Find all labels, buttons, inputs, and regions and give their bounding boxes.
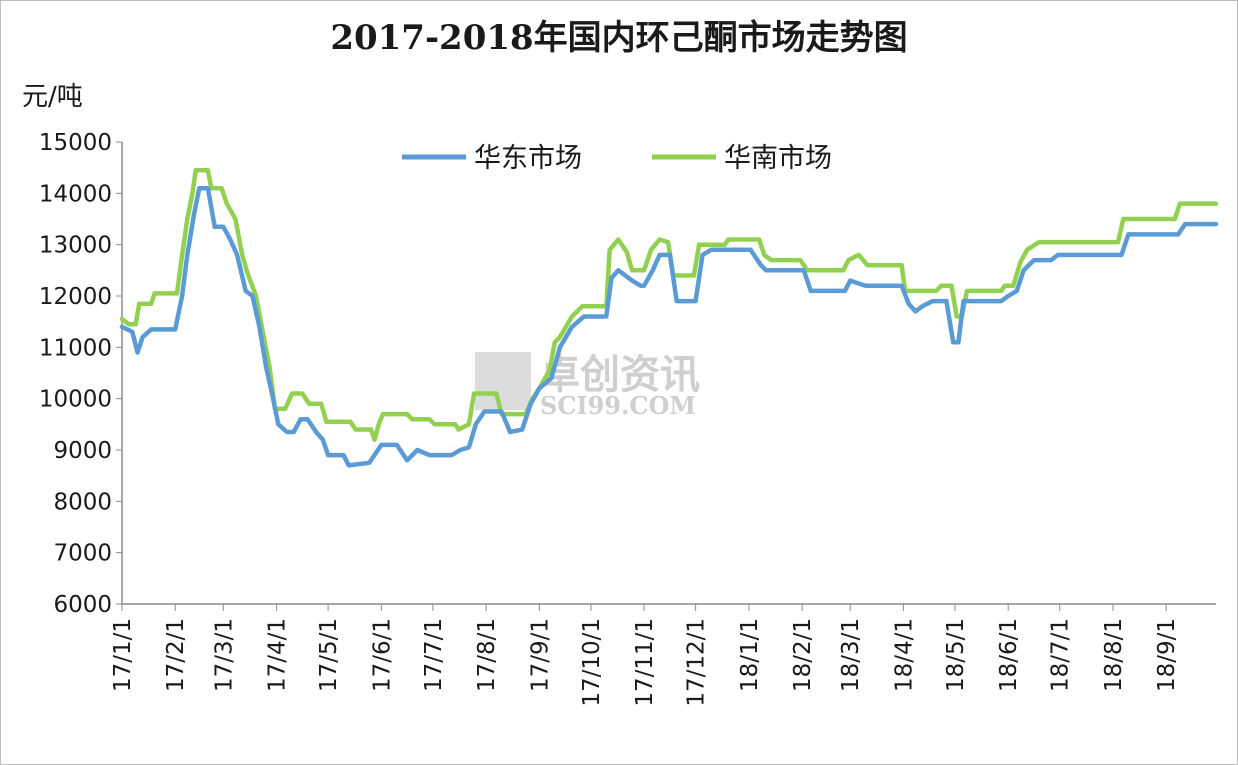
x-tick-label: 17/8/1 [474, 618, 500, 692]
y-axis-unit-label: 元/吨 [22, 82, 83, 112]
y-tick-label: 10000 [39, 387, 112, 413]
x-tick-label: 17/10/1 [579, 618, 605, 707]
y-tick-label: 11000 [39, 335, 112, 361]
series-layer [119, 167, 1219, 468]
legend-label: 华东市场 [474, 143, 582, 174]
legend-label: 华南市场 [724, 143, 832, 174]
x-tick-label: 18/2/1 [790, 618, 816, 692]
series-line [119, 167, 1219, 442]
x-tick-label: 17/7/1 [421, 618, 447, 692]
x-tick-label: 18/8/1 [1101, 618, 1127, 692]
y-tick-label: 8000 [53, 489, 112, 515]
series-line [119, 185, 1219, 468]
watermark-cn: 卓创资讯 [540, 352, 700, 398]
y-tick-label: 7000 [53, 541, 112, 567]
y-tick-label: 14000 [39, 181, 112, 207]
axes [121, 142, 1216, 605]
x-tick-label: 18/4/1 [891, 618, 917, 692]
y-tick-label: 12000 [39, 284, 112, 310]
watermark-en: SCI99.COM [540, 391, 696, 420]
legend: 华东市场 华南市场 [402, 143, 832, 174]
x-tick-label: 17/5/1 [316, 618, 342, 692]
x-tick-label: 18/1/1 [737, 618, 763, 692]
x-tick-label: 18/5/1 [943, 618, 969, 692]
x-tick-label: 17/3/1 [211, 618, 237, 692]
x-tick-label: 18/3/1 [838, 618, 864, 692]
x-tick-label: 18/7/1 [1048, 618, 1074, 692]
y-tick-label: 15000 [39, 130, 112, 156]
x-tick-label: 17/9/1 [527, 618, 553, 692]
x-tick-label: 17/2/1 [163, 618, 189, 692]
y-tick-label: 13000 [39, 233, 112, 259]
x-tick-label: 17/12/1 [684, 618, 710, 707]
x-tick-label: 17/1/1 [110, 618, 136, 692]
x-tick-label: 17/11/1 [632, 618, 658, 707]
watermark: 卓创资讯 SCI99.COM [475, 352, 700, 420]
x-tick-label: 17/6/1 [369, 618, 395, 692]
x-tick-label: 18/6/1 [996, 618, 1022, 692]
y-tick-label: 6000 [53, 592, 112, 618]
x-tick-label: 17/4/1 [265, 618, 291, 692]
x-tick-label: 18/9/1 [1154, 618, 1180, 692]
chart-title: 2017-2018年国内环己酮市场走势图 [330, 18, 908, 58]
x-axis-ticks: 17/1/1 17/2/1 17/3/1 17/4/1 17/5/1 17/6/1 17/7… [110, 604, 1180, 707]
watermark-logo-icon [475, 352, 531, 410]
y-axis-ticks: 6000 7000 8000 9000 10000 11000 12000 13000 1400… [39, 130, 122, 618]
y-tick-label: 9000 [53, 438, 112, 464]
